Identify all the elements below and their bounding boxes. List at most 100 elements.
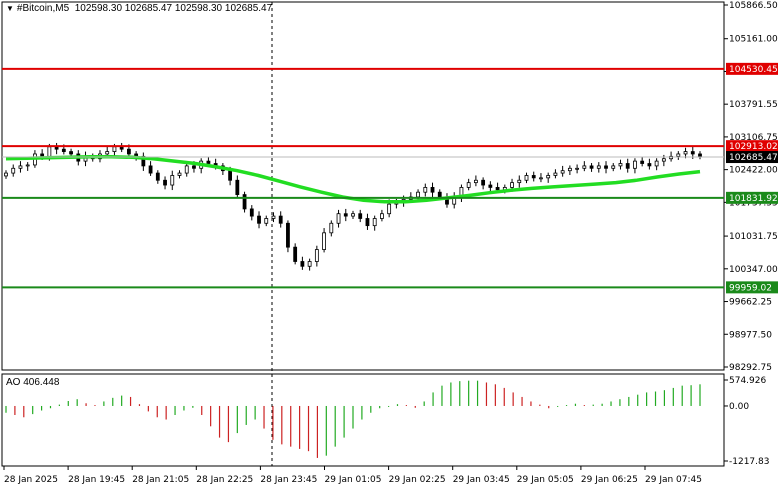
candle-up (575, 167, 580, 170)
candle-down (40, 153, 45, 157)
price-tick-label: 103791.55 (729, 100, 778, 110)
ao-tick-label: 574.926 (729, 376, 766, 386)
candle-down (278, 215, 283, 224)
candle-down (293, 246, 298, 262)
price-tick-label: 99662.25 (729, 298, 772, 308)
candle-down (358, 213, 363, 219)
candle-down (192, 165, 196, 169)
candle-down (163, 179, 167, 186)
candle-down (228, 170, 233, 181)
time-tick-label: 29 Jan 05:05 (517, 475, 574, 485)
candle-up (582, 165, 587, 169)
level-price-label: 101831.92 (729, 194, 778, 204)
candle-up (112, 146, 117, 152)
candle-up (351, 213, 355, 217)
time-tick-label: 29 Jan 06:25 (581, 475, 638, 485)
candle-up (517, 179, 522, 184)
level-price-box (726, 191, 778, 204)
candle-up (560, 170, 565, 174)
candle-down (69, 151, 73, 155)
level-price-label: 99959.02 (729, 283, 772, 293)
candle-up (47, 146, 52, 157)
candle-down (300, 261, 305, 267)
time-tick-label: 28 Jan 21:05 (132, 475, 189, 485)
candle-up (387, 203, 392, 215)
candle-down (604, 165, 608, 169)
candle-up (314, 249, 319, 262)
candle-down (698, 153, 702, 157)
candle-up (4, 172, 8, 177)
candle-up (676, 153, 681, 157)
ao-name: AO (6, 377, 21, 388)
candle-down (206, 160, 211, 164)
price-tick-label: 102422.00 (729, 166, 778, 176)
time-tick-label: 29 Jan 02:25 (389, 475, 446, 485)
candle-down (155, 172, 160, 181)
ohlc-values: 102598.30 102685.47 102598.30 102685.47 (74, 3, 273, 14)
candle-up (661, 158, 666, 162)
triangle-down-icon: ▼ (6, 4, 14, 13)
candle-up (669, 155, 673, 160)
level-price-box (726, 281, 778, 294)
candle-down (589, 165, 594, 169)
price-tick-label: 101031.75 (729, 232, 778, 242)
candle-down (481, 179, 486, 186)
level-price-box (726, 140, 778, 153)
candle-up (539, 177, 543, 180)
price-tick-label: 98292.75 (729, 363, 772, 373)
ao-tick-label: -1217.83 (729, 457, 769, 467)
candle-down (365, 218, 370, 227)
candle-down (235, 179, 240, 195)
candle-up (683, 151, 688, 155)
candle-up (553, 172, 558, 176)
candle-up (416, 191, 420, 198)
candle-down (625, 163, 630, 169)
candle-up (177, 172, 182, 176)
time-tick-label: 28 Jan 2025 (4, 475, 58, 485)
candle-up (633, 160, 637, 169)
candle-down (690, 151, 695, 155)
price-tick-label: 103106.75 (729, 133, 778, 143)
level-price-label: 102913.02 (729, 142, 778, 152)
candle-down (495, 187, 500, 191)
price-tick-label: 105161.00 (729, 35, 778, 45)
level-price-box (726, 62, 778, 75)
candle-down (430, 187, 435, 193)
ao-value: 406.448 (23, 377, 60, 388)
ao-tick-label: 0.00 (729, 402, 749, 412)
candle-down (531, 175, 536, 179)
candle-up (322, 232, 326, 250)
ao-header: AO 406.448 (6, 377, 59, 388)
candle-up (510, 182, 514, 188)
candle-down (242, 194, 247, 210)
candle-up (546, 175, 551, 179)
time-tick-label: 29 Jan 01:05 (325, 475, 382, 485)
candle-up (380, 213, 384, 219)
price-pane-border (1, 1, 725, 371)
symbol-label: #Bitcoin,M5 (16, 3, 70, 14)
candle-up (524, 175, 529, 181)
candle-up (271, 215, 276, 219)
price-tick-label: 98977.50 (729, 330, 772, 340)
current-price-label: 102685.47 (729, 153, 778, 163)
price-tick-label: 100347.00 (729, 265, 778, 275)
candle-down (647, 163, 652, 167)
candle-up (170, 175, 175, 186)
candle-down (257, 215, 261, 224)
time-tick-label: 28 Jan 22:25 (196, 475, 253, 485)
candle-up (618, 163, 623, 167)
moving-average-line (5, 155, 701, 204)
candle-up (423, 187, 428, 193)
current-price-box (726, 151, 778, 164)
level-price-label: 104530.45 (729, 65, 778, 75)
candle-down (343, 213, 348, 217)
time-tick-label: 29 Jan 07:45 (645, 475, 702, 485)
candle-down (640, 160, 645, 164)
candle-up (372, 218, 377, 227)
candle-up (25, 164, 30, 167)
time-tick-label: 29 Jan 03:45 (453, 475, 510, 485)
time-tick-label: 28 Jan 19:45 (68, 475, 125, 485)
time-tick-label: 28 Jan 23:45 (260, 475, 317, 485)
